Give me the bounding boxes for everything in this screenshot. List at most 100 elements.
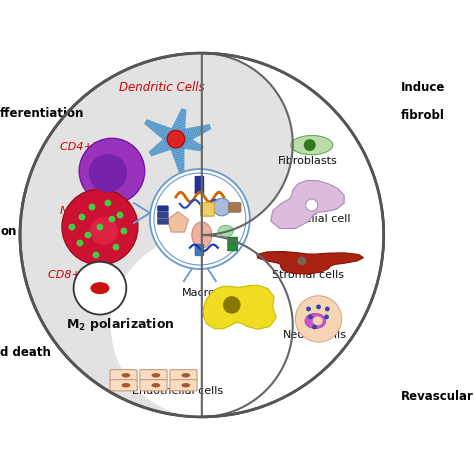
Polygon shape <box>157 125 164 136</box>
Polygon shape <box>158 126 166 137</box>
FancyBboxPatch shape <box>228 246 238 251</box>
Polygon shape <box>177 167 184 170</box>
Polygon shape <box>170 145 184 149</box>
Polygon shape <box>151 148 156 155</box>
Text: Revascular: Revascular <box>401 391 474 403</box>
Circle shape <box>306 199 318 211</box>
Ellipse shape <box>192 222 212 248</box>
Polygon shape <box>204 125 208 132</box>
Text: NK Cell: NK Cell <box>60 206 100 216</box>
Polygon shape <box>197 144 201 151</box>
Polygon shape <box>175 120 186 125</box>
Circle shape <box>223 296 241 314</box>
Ellipse shape <box>121 383 130 387</box>
Ellipse shape <box>182 383 190 387</box>
Polygon shape <box>147 120 152 128</box>
Polygon shape <box>157 143 164 153</box>
Polygon shape <box>178 114 186 118</box>
Polygon shape <box>181 108 186 111</box>
Polygon shape <box>192 127 198 137</box>
Polygon shape <box>154 146 159 155</box>
Polygon shape <box>179 170 184 173</box>
Polygon shape <box>175 130 182 146</box>
Polygon shape <box>182 128 189 143</box>
Polygon shape <box>166 129 175 143</box>
Polygon shape <box>179 129 186 145</box>
FancyBboxPatch shape <box>201 202 214 216</box>
Polygon shape <box>199 145 202 151</box>
Ellipse shape <box>182 373 190 377</box>
Polygon shape <box>167 135 176 149</box>
Text: Epithelial cell: Epithelial cell <box>276 214 351 224</box>
Polygon shape <box>175 161 184 164</box>
Polygon shape <box>173 156 184 159</box>
Circle shape <box>79 214 85 220</box>
Polygon shape <box>173 154 184 158</box>
Polygon shape <box>271 180 344 228</box>
Polygon shape <box>178 113 186 116</box>
FancyBboxPatch shape <box>195 176 204 194</box>
Text: $\mathbf{M_2}$ polarization: $\mathbf{M_2}$ polarization <box>66 317 174 333</box>
Circle shape <box>120 228 128 235</box>
Text: on: on <box>0 225 17 237</box>
Circle shape <box>69 224 75 230</box>
Polygon shape <box>148 151 153 156</box>
Polygon shape <box>163 128 172 141</box>
Polygon shape <box>171 148 184 153</box>
Circle shape <box>312 325 317 329</box>
FancyBboxPatch shape <box>228 242 238 246</box>
Polygon shape <box>174 122 185 127</box>
Circle shape <box>297 256 306 265</box>
Polygon shape <box>177 130 184 146</box>
Polygon shape <box>174 157 184 161</box>
Polygon shape <box>257 252 364 274</box>
Text: Endothelial cells: Endothelial cells <box>132 386 223 396</box>
FancyBboxPatch shape <box>170 370 197 381</box>
Polygon shape <box>148 121 154 128</box>
Polygon shape <box>188 128 194 140</box>
Circle shape <box>111 235 293 417</box>
Polygon shape <box>202 125 206 133</box>
Ellipse shape <box>291 136 333 155</box>
Polygon shape <box>174 132 182 148</box>
Polygon shape <box>168 134 177 148</box>
Text: CD4+T Cell: CD4+T Cell <box>60 142 124 152</box>
Polygon shape <box>150 122 155 130</box>
Polygon shape <box>173 125 185 130</box>
Text: Fibroblasts: Fibroblasts <box>278 156 337 166</box>
Polygon shape <box>176 132 183 148</box>
Polygon shape <box>170 129 185 135</box>
Circle shape <box>111 53 293 235</box>
Polygon shape <box>160 126 168 138</box>
Polygon shape <box>171 128 185 133</box>
Ellipse shape <box>305 313 326 328</box>
Polygon shape <box>176 117 186 121</box>
Polygon shape <box>169 132 185 138</box>
Polygon shape <box>187 138 192 149</box>
Polygon shape <box>170 131 180 147</box>
FancyBboxPatch shape <box>157 219 168 224</box>
Polygon shape <box>206 124 210 131</box>
Circle shape <box>306 307 311 311</box>
Polygon shape <box>191 141 196 150</box>
Ellipse shape <box>313 317 323 325</box>
Polygon shape <box>159 141 166 152</box>
Polygon shape <box>183 137 190 149</box>
Circle shape <box>105 200 111 207</box>
Text: d death: d death <box>0 346 51 359</box>
Polygon shape <box>177 165 184 168</box>
Circle shape <box>89 204 95 210</box>
Polygon shape <box>208 124 211 130</box>
Polygon shape <box>194 142 199 151</box>
Polygon shape <box>196 143 200 151</box>
Polygon shape <box>190 127 196 139</box>
Polygon shape <box>169 143 184 147</box>
Circle shape <box>117 211 123 219</box>
Polygon shape <box>155 146 160 154</box>
Polygon shape <box>181 129 187 144</box>
Polygon shape <box>164 137 173 150</box>
Circle shape <box>89 154 127 192</box>
Circle shape <box>92 252 100 258</box>
Polygon shape <box>194 127 200 137</box>
Polygon shape <box>158 142 165 152</box>
